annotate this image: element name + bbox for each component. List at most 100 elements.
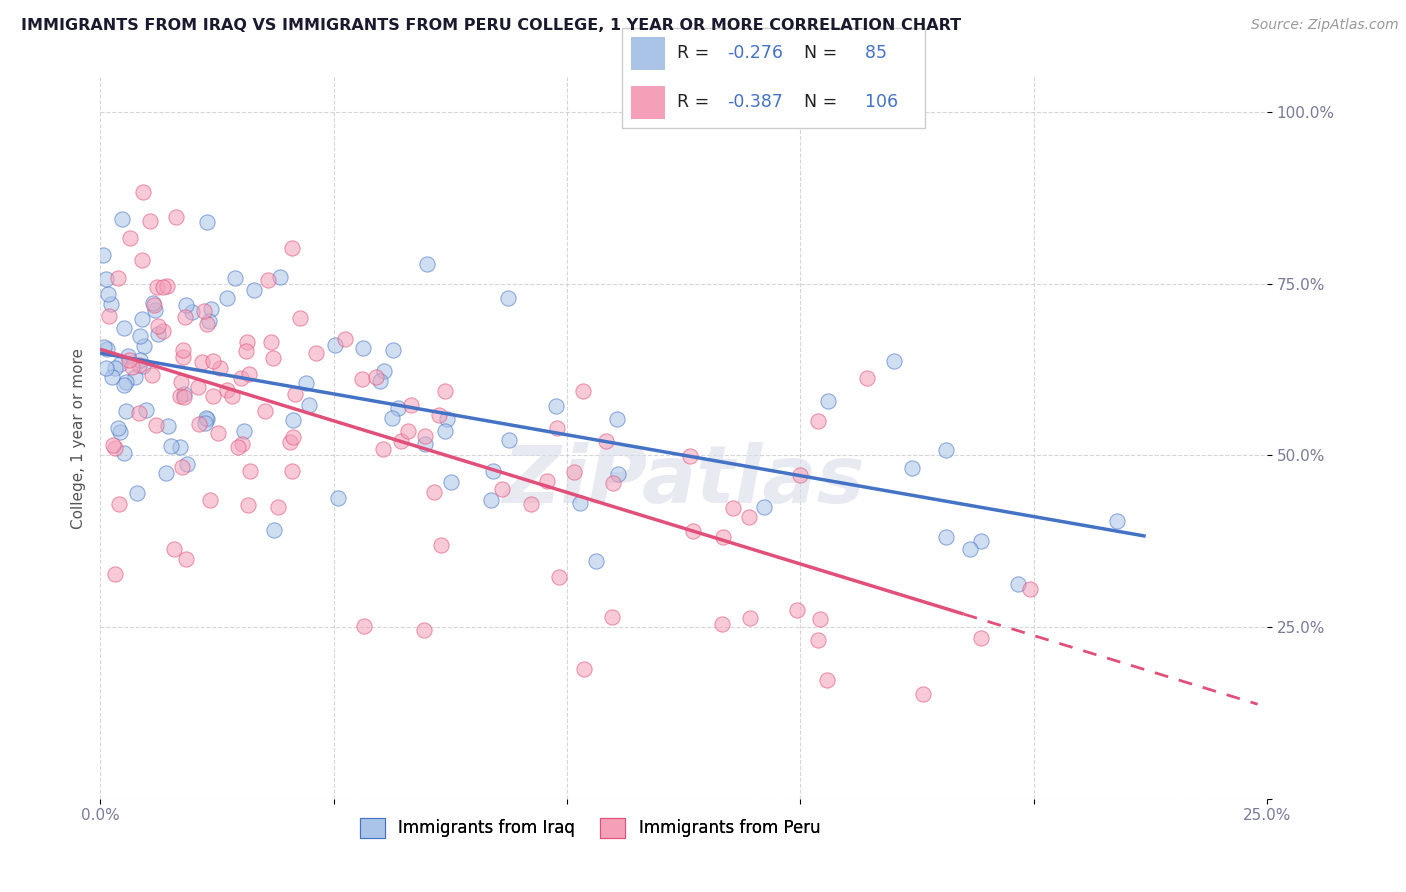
Point: [101, 438, 124, 452]
Point: [232, 424, 254, 438]
Point: [131, 359, 153, 374]
Point: [807, 633, 830, 648]
Point: [202, 389, 225, 403]
Point: [174, 298, 197, 312]
Point: [323, 338, 346, 352]
Point: [135, 403, 157, 417]
Point: [401, 398, 423, 412]
Point: [155, 466, 177, 480]
Text: IMMIGRANTS FROM IRAQ VS IMMIGRANTS FROM PERU COLLEGE, 1 YEAR OR MORE CORRELATION: IMMIGRANTS FROM IRAQ VS IMMIGRANTS FROM …: [21, 18, 962, 33]
Point: [169, 440, 191, 454]
Point: [607, 467, 630, 482]
Point: [333, 332, 356, 346]
Point: [172, 460, 194, 475]
Point: [350, 372, 373, 386]
Point: [172, 350, 194, 364]
Point: [416, 257, 439, 271]
Point: [911, 687, 934, 701]
Point: [174, 310, 197, 325]
Point: [156, 418, 179, 433]
Point: [440, 475, 463, 490]
Point: [934, 530, 956, 544]
Point: [132, 338, 155, 352]
Point: [602, 475, 624, 490]
Point: [108, 425, 131, 439]
Point: [436, 412, 458, 426]
Point: [191, 355, 214, 369]
Point: [187, 380, 209, 394]
Point: [412, 623, 434, 637]
FancyBboxPatch shape: [631, 37, 665, 70]
Point: [231, 371, 253, 385]
Point: [165, 210, 187, 224]
Point: [176, 552, 198, 566]
Point: [173, 390, 195, 404]
Point: [194, 416, 217, 430]
Point: [389, 434, 412, 449]
Point: [131, 312, 153, 326]
Point: [139, 214, 162, 228]
Point: [146, 280, 169, 294]
Text: 106: 106: [853, 93, 898, 112]
Point: [571, 384, 593, 399]
Point: [263, 524, 285, 538]
Point: [606, 412, 628, 426]
Point: [415, 437, 437, 451]
Point: [170, 376, 193, 390]
Point: [120, 230, 142, 244]
Point: [114, 375, 136, 389]
Point: [520, 498, 543, 512]
Point: [284, 387, 307, 401]
Point: [429, 538, 451, 552]
Point: [146, 326, 169, 341]
Point: [970, 631, 993, 645]
Point: [129, 328, 152, 343]
Point: [202, 353, 225, 368]
Point: [121, 359, 143, 374]
Point: [959, 542, 981, 557]
Point: [381, 343, 404, 357]
Point: [207, 426, 229, 441]
Point: [221, 389, 243, 403]
Point: [297, 398, 319, 412]
Point: [107, 421, 129, 435]
Point: [496, 291, 519, 305]
Point: [238, 367, 260, 381]
Point: [96, 342, 118, 356]
Point: [267, 500, 290, 514]
Point: [91, 248, 114, 262]
Point: [195, 411, 218, 425]
Point: [118, 353, 141, 368]
Point: [254, 404, 277, 418]
Point: [280, 464, 302, 478]
Point: [682, 524, 704, 539]
Point: [101, 369, 124, 384]
Point: [562, 465, 585, 479]
Point: [569, 496, 592, 510]
Point: [160, 439, 183, 453]
Point: [131, 253, 153, 268]
Point: [482, 464, 505, 478]
Point: [479, 493, 502, 508]
Point: [491, 482, 513, 496]
Point: [169, 389, 191, 403]
Point: [595, 434, 617, 448]
Point: [281, 413, 304, 427]
Point: [195, 317, 218, 331]
Point: [371, 442, 394, 456]
Point: [546, 421, 568, 435]
Point: [883, 354, 905, 368]
Point: [142, 295, 165, 310]
Point: [198, 314, 221, 328]
Point: [260, 334, 283, 349]
Point: [679, 449, 702, 463]
Point: [181, 305, 204, 319]
Point: [434, 424, 457, 438]
Point: [810, 611, 832, 625]
Point: [585, 554, 607, 568]
Point: [112, 378, 135, 392]
Point: [278, 435, 301, 450]
Text: N =: N =: [804, 44, 844, 62]
Point: [112, 445, 135, 459]
Point: [1019, 582, 1042, 596]
